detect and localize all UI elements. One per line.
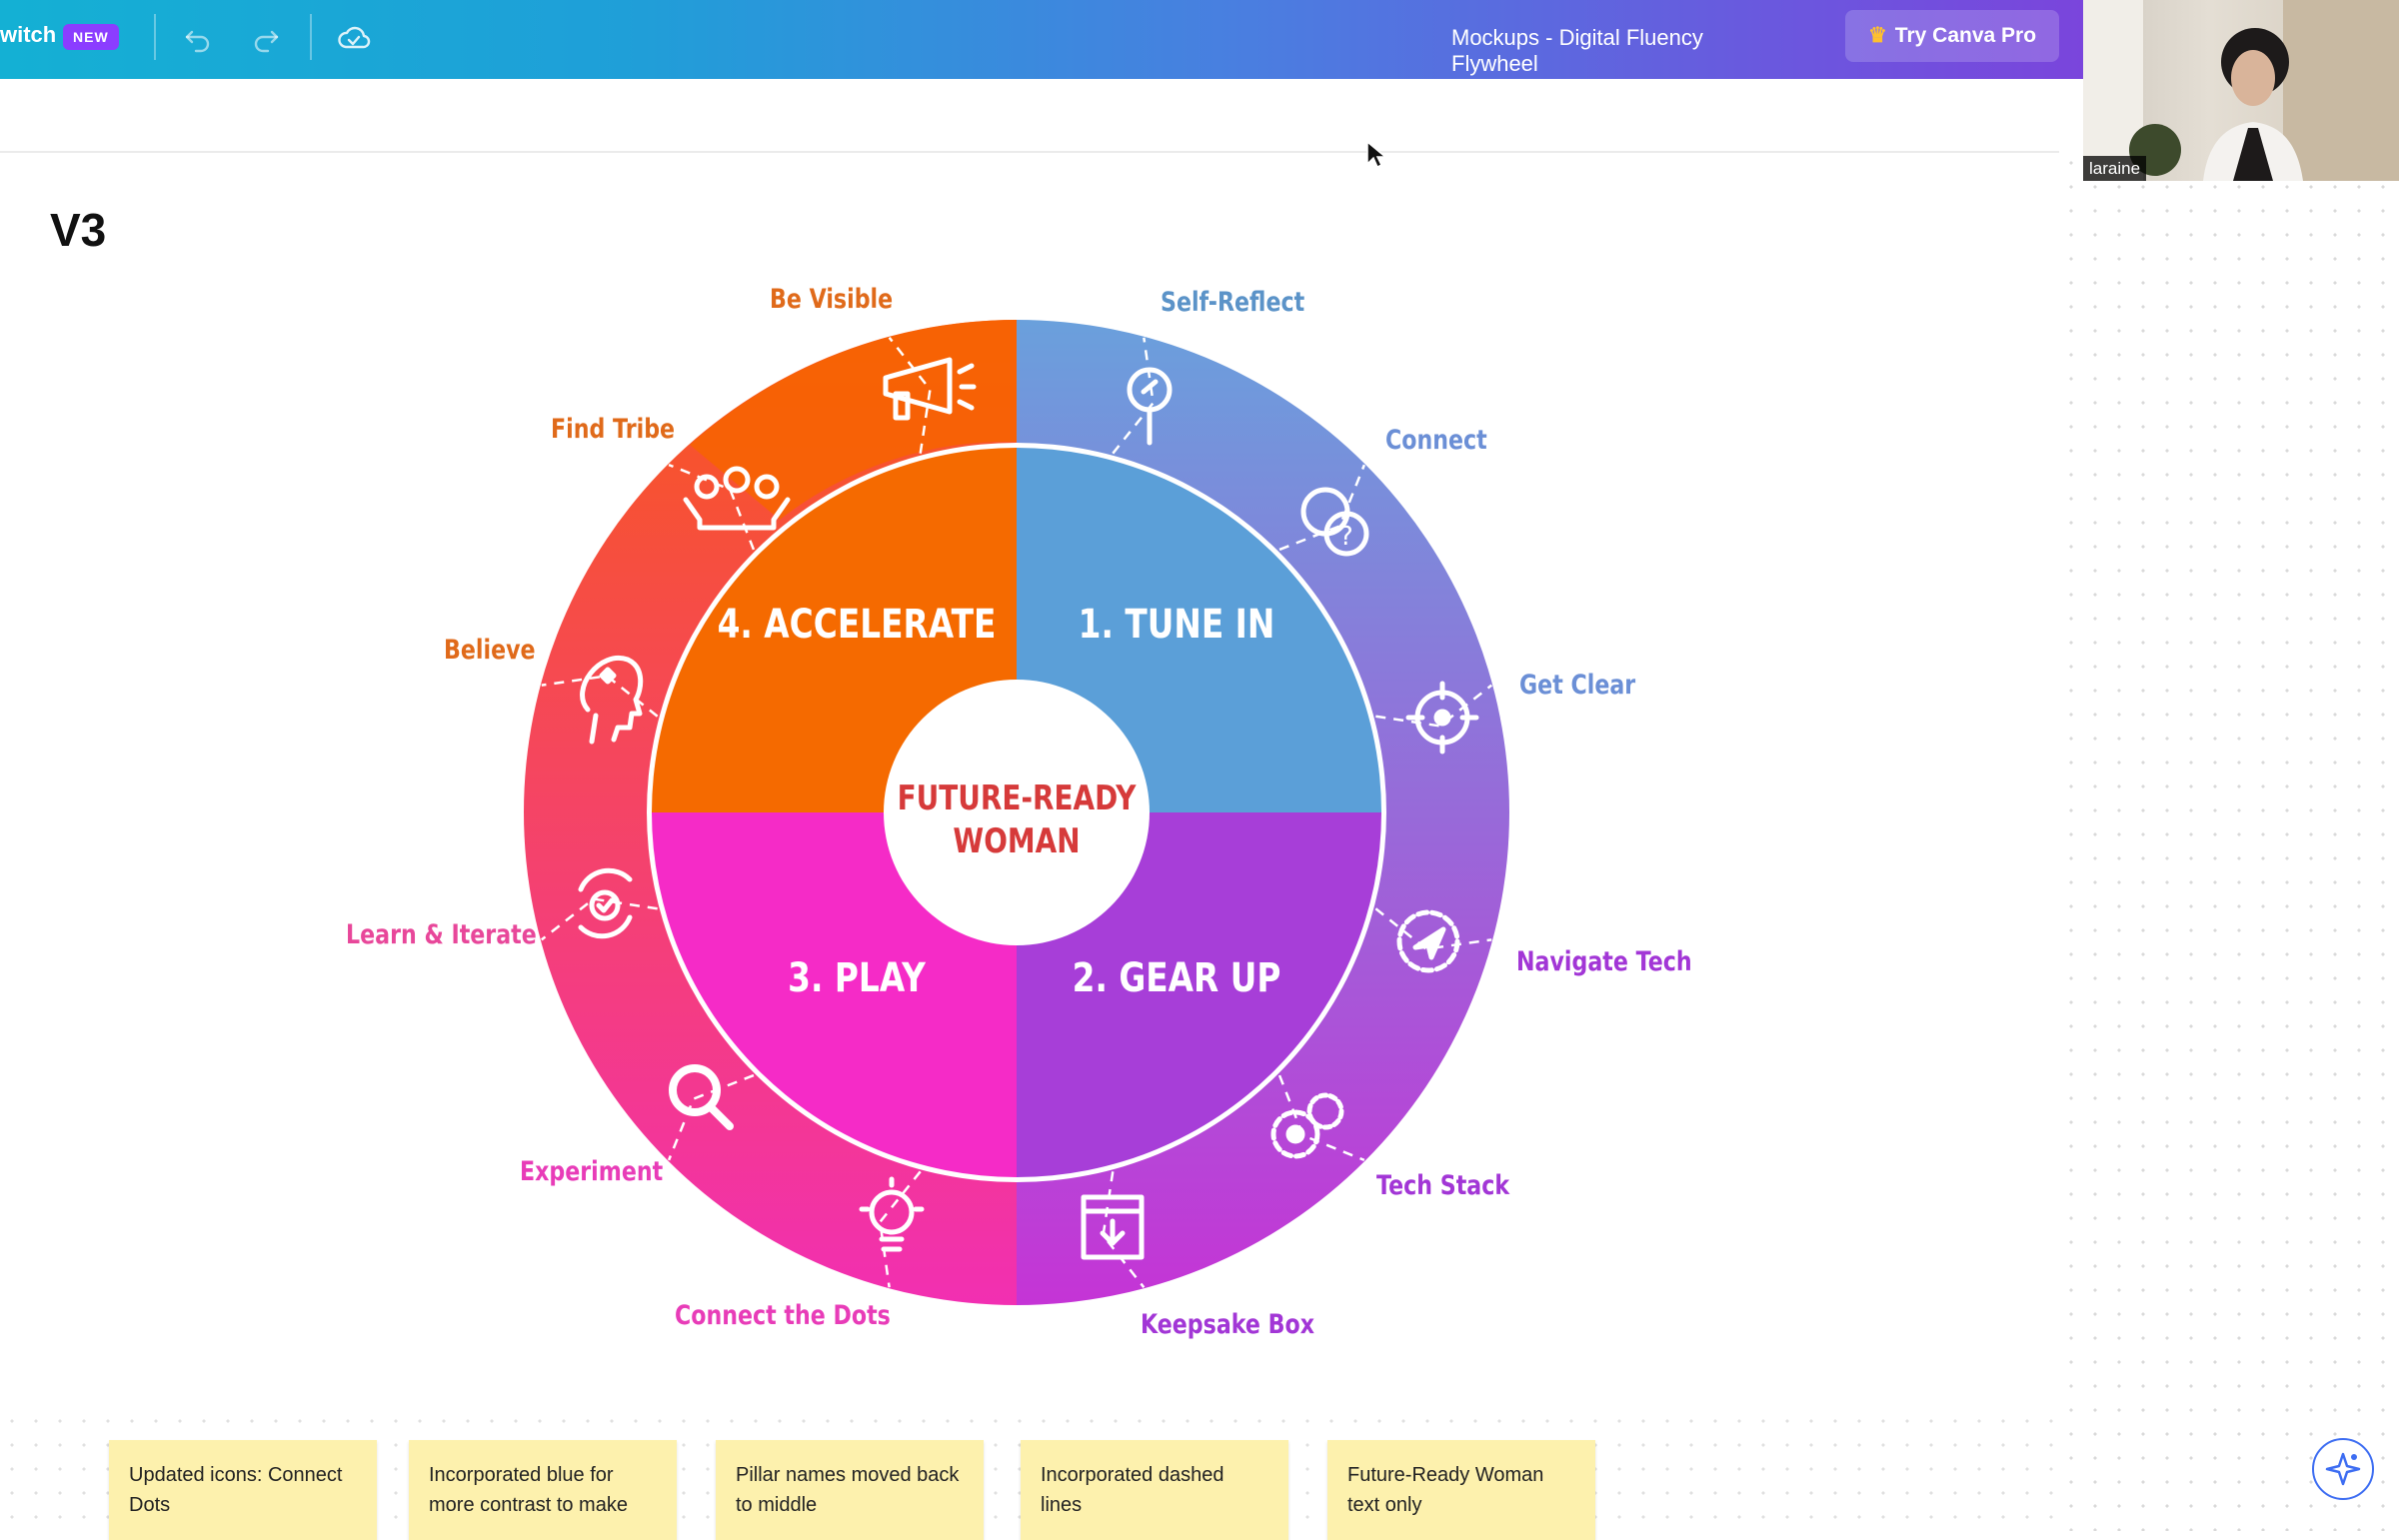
try-pro-label: Try Canva Pro — [1894, 24, 2037, 47]
lightbulb-icon — [859, 1176, 925, 1252]
participant-name: laraine — [2083, 156, 2147, 181]
sparkle-icon — [2325, 1452, 2361, 1486]
segment-label-get-clear: Get Clear — [1519, 670, 1636, 701]
compass-gear-icon — [1396, 909, 1460, 973]
cloud-check-icon[interactable] — [336, 20, 372, 56]
quadrant-label-accelerate: 4. ACCELERATE — [717, 602, 997, 648]
segment-divider — [1374, 907, 1492, 950]
magic-assistant-button[interactable] — [2312, 1438, 2374, 1500]
segment-label-learn-iterate: Learn & Iterate — [346, 919, 537, 950]
megaphone-icon — [883, 357, 977, 421]
segment-divider — [667, 1073, 755, 1161]
version-heading[interactable]: V3 — [50, 204, 107, 256]
group-icon — [683, 466, 791, 531]
segment-divider — [888, 336, 932, 454]
participant-silhouette — [2083, 0, 2399, 181]
sticky-note[interactable]: Future-Ready Woman text only — [1327, 1440, 1595, 1540]
quadrant-label-tune-in: 1. TUNE IN — [1078, 602, 1275, 648]
gears-icon — [1270, 1092, 1344, 1159]
segment-divider — [879, 1170, 922, 1288]
mouse-cursor-icon — [1366, 140, 1387, 169]
segment-label-connect: Connect — [1385, 425, 1487, 456]
chat-bubbles-icon: ? — [1300, 487, 1369, 557]
participant-video[interactable]: laraine — [2083, 0, 2399, 181]
segment-label-believe: Believe — [444, 635, 536, 666]
flywheel-graphic[interactable]: ? — [0, 0, 2059, 1419]
segment-label-keepsake-box: Keepsake Box — [1141, 1309, 1314, 1340]
segment-divider — [1278, 464, 1366, 552]
download-box-icon — [1081, 1194, 1145, 1260]
sticky-note[interactable]: Incorporated dashed lines — [1021, 1440, 1288, 1540]
editor-toolbar: witch NEW Mockups - Digital Fluency Flyw… — [0, 0, 2083, 79]
segment-label-find-tribe: Find Tribe — [551, 414, 676, 445]
toolbar-divider — [154, 14, 156, 60]
segment-label-navigate-tech: Navigate Tech — [1516, 946, 1692, 977]
new-badge: NEW — [63, 24, 119, 50]
canvas-background — [2059, 151, 2399, 1531]
secondary-bar — [0, 79, 2059, 153]
segment-divider — [1112, 337, 1155, 455]
document-title[interactable]: Mockups - Digital Fluency Flywheel — [1451, 25, 1703, 76]
segment-divider — [1277, 1074, 1365, 1162]
segment-divider — [1102, 1171, 1146, 1289]
sticky-note[interactable]: Updated icons: Connect Dots — [109, 1440, 377, 1540]
segment-label-be-visible: Be Visible — [770, 284, 894, 315]
segment-label-tech-stack: Tech Stack — [1376, 1170, 1510, 1201]
center-title-line: WOMAN — [953, 821, 1081, 861]
mirror-icon — [1127, 367, 1173, 446]
sticky-note[interactable]: Pillar names moved back to middle — [716, 1440, 984, 1540]
svg-text:?: ? — [1339, 522, 1353, 552]
ring-dividers — [540, 336, 1493, 1289]
try-canva-pro-button[interactable]: ♛ Try Canva Pro — [1845, 10, 2059, 62]
toolbar-divider — [310, 14, 312, 60]
crown-icon: ♛ — [1867, 24, 1887, 47]
segment-divider — [540, 897, 658, 941]
center-title-line: FUTURE-READY — [897, 778, 1137, 818]
sticky-note[interactable]: Incorporated blue for more contrast to m… — [409, 1440, 677, 1540]
switch-menu-label[interactable]: witch — [0, 22, 57, 47]
redo-icon[interactable] — [248, 20, 284, 56]
magnifier-icon — [669, 1064, 734, 1130]
cycle-check-icon — [578, 867, 633, 939]
segment-label-connect-the-dots: Connect the Dots — [675, 1300, 891, 1331]
segment-divider — [1375, 684, 1493, 728]
center-circle — [884, 680, 1150, 945]
segment-label-self-reflect: Self-Reflect — [1161, 287, 1305, 318]
segment-divider — [541, 675, 659, 718]
quadrant-label-play: 3. PLAY — [788, 955, 926, 1001]
ring-accelerate-band — [690, 320, 1017, 520]
undo-icon[interactable] — [180, 20, 216, 56]
segment-label-experiment: Experiment — [520, 1156, 664, 1187]
target-icon — [1405, 681, 1479, 755]
head-heart-icon — [580, 655, 644, 745]
quadrant-label-gear-up: 2. GEAR UP — [1072, 955, 1281, 1001]
